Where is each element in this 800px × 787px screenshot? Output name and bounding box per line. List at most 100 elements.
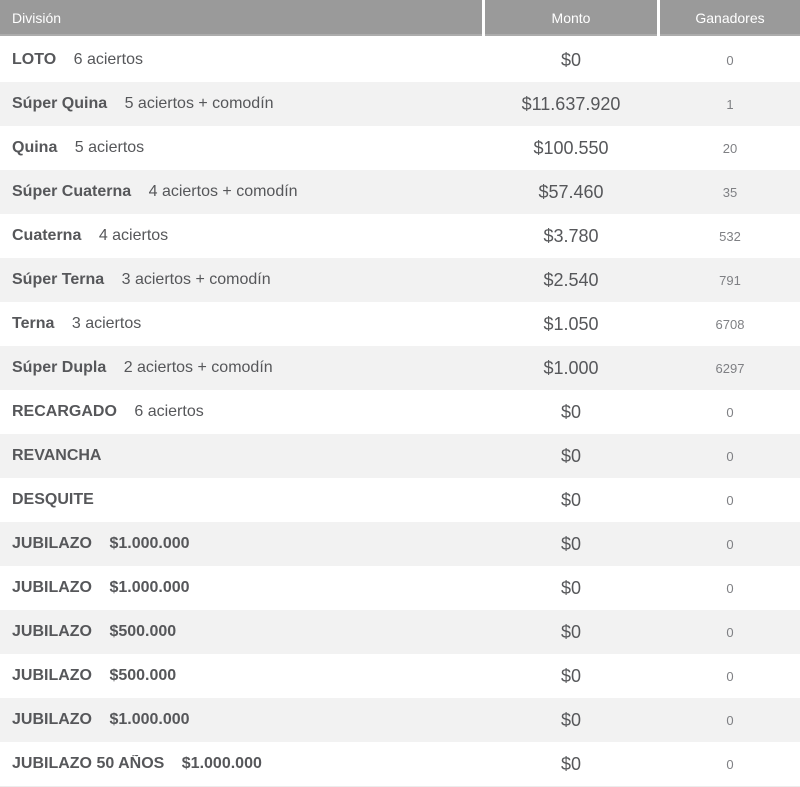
division-name: JUBILAZO — [12, 623, 92, 640]
division-cell: REVANCHA — [0, 447, 482, 465]
division-cell: Súper Quina 5 aciertos + comodín — [0, 95, 482, 113]
division-cell: JUBILAZO $1.000.000 — [0, 579, 482, 597]
division-cell: JUBILAZO $1.000.000 — [0, 535, 482, 553]
division-cell: Terna 3 aciertos — [0, 315, 482, 333]
division-detail: 4 aciertos + comodín — [148, 183, 298, 200]
division-detail: 6 aciertos — [73, 51, 143, 68]
monto-value: $11.637.920 — [521, 93, 621, 114]
ganadores-value: 0 — [726, 580, 734, 596]
monto-value: $1.000 — [543, 357, 599, 378]
ganadores-value: 0 — [726, 52, 734, 68]
monto-value: $0 — [560, 533, 582, 554]
division-name: JUBILAZO — [12, 535, 92, 552]
table-header: División Monto Ganadores — [0, 0, 800, 36]
ganadores-value: 0 — [726, 756, 734, 772]
division-name: JUBILAZO 50 AÑOS — [12, 755, 165, 772]
division-name: DESQUITE — [12, 491, 94, 508]
ganadores-value: 532 — [719, 228, 741, 244]
monto-value: $0 — [560, 665, 582, 686]
division-name: Cuaterna — [12, 227, 82, 244]
header-monto: Monto — [485, 0, 657, 36]
table-row: Súper Terna 3 aciertos + comodín $2.540 … — [0, 258, 800, 302]
table-row: Súper Cuaterna 4 aciertos + comodín $57.… — [0, 170, 800, 214]
division-name: Súper Dupla — [12, 359, 107, 376]
ganadores-value: 0 — [726, 668, 734, 684]
ganadores-value: 6297 — [715, 360, 745, 376]
division-cell: Quina 5 aciertos — [0, 139, 482, 157]
monto-value: $0 — [560, 709, 582, 730]
division-cell: DESQUITE — [0, 491, 482, 509]
division-detail: 4 aciertos — [98, 227, 169, 244]
division-name: Súper Cuaterna — [12, 183, 132, 200]
division-detail: 6 aciertos — [134, 403, 204, 420]
monto-value: $100.550 — [533, 137, 609, 158]
ganadores-value: 0 — [726, 404, 734, 420]
header-division: División — [0, 0, 482, 36]
division-cell: RECARGADO 6 aciertos — [0, 403, 482, 421]
ganadores-value: 20 — [722, 140, 738, 156]
division-cell: Súper Terna 3 aciertos + comodín — [0, 271, 482, 289]
division-detail: $1.000.000 — [109, 535, 190, 552]
division-detail: $1.000.000 — [109, 711, 190, 728]
monto-value: $3.780 — [543, 225, 599, 246]
division-name: JUBILAZO — [12, 667, 92, 684]
ganadores-value: 0 — [726, 448, 734, 464]
table-row: RECARGADO 6 aciertos $0 0 — [0, 390, 800, 434]
division-detail: 5 aciertos — [74, 139, 145, 156]
division-detail: $1.000.000 — [181, 755, 262, 772]
ganadores-value: 35 — [722, 184, 738, 200]
monto-value: $1.050 — [543, 313, 599, 334]
table-row: JUBILAZO $1.000.000 $0 0 — [0, 698, 800, 742]
header-division-label: División — [12, 10, 62, 26]
division-name: Súper Terna — [12, 271, 105, 288]
division-detail: 3 aciertos — [71, 315, 142, 332]
table-row: DESQUITE $0 0 — [0, 478, 800, 522]
ganadores-value: 0 — [726, 492, 734, 508]
division-detail: $500.000 — [109, 667, 177, 684]
monto-value: $0 — [560, 445, 582, 466]
division-cell: Súper Cuaterna 4 aciertos + comodín — [0, 183, 482, 201]
table-row: Terna 3 aciertos $1.050 6708 — [0, 302, 800, 346]
division-detail: $500.000 — [109, 623, 177, 640]
table-body: LOTO 6 aciertos $0 0 Súper Quina 5 acier… — [0, 38, 800, 787]
monto-value: $0 — [560, 621, 582, 642]
division-detail: $1.000.000 — [109, 579, 190, 596]
monto-value: $57.460 — [538, 181, 604, 202]
division-name: RECARGADO — [12, 403, 117, 420]
ganadores-value: 791 — [719, 272, 741, 288]
header-ganadores: Ganadores — [660, 0, 800, 36]
monto-value: $0 — [560, 49, 582, 70]
header-monto-label: Monto — [551, 10, 591, 26]
table-row: Súper Quina 5 aciertos + comodín $11.637… — [0, 82, 800, 126]
ganadores-value: 0 — [726, 712, 734, 728]
division-name: LOTO — [12, 51, 57, 68]
monto-value: $0 — [560, 401, 582, 422]
table-row: JUBILAZO 50 AÑOS $1.000.000 $0 0 — [0, 742, 800, 786]
division-name: Súper Quina — [12, 95, 108, 112]
division-name: REVANCHA — [12, 447, 102, 464]
division-detail: 3 aciertos + comodín — [121, 271, 271, 288]
header-ganadores-label: Ganadores — [695, 10, 765, 26]
ganadores-value: 0 — [726, 536, 734, 552]
division-cell: LOTO 6 aciertos — [0, 51, 482, 69]
monto-value: $0 — [560, 489, 582, 510]
table-row: REVANCHA $0 0 — [0, 434, 800, 478]
division-name: JUBILAZO — [12, 579, 92, 596]
division-name: Quina — [12, 139, 58, 156]
ganadores-value: 6708 — [715, 316, 745, 332]
division-cell: JUBILAZO $500.000 — [0, 667, 482, 685]
table-row: JUBILAZO $500.000 $0 0 — [0, 654, 800, 698]
ganadores-value: 1 — [726, 96, 734, 112]
division-detail: 5 aciertos + comodín — [124, 95, 274, 112]
table-row: JUBILAZO $1.000.000 $0 0 — [0, 522, 800, 566]
table-row: JUBILAZO $1.000.000 $0 0 — [0, 566, 800, 610]
division-cell: Súper Dupla 2 aciertos + comodín — [0, 359, 482, 377]
division-cell: JUBILAZO 50 AÑOS $1.000.000 — [0, 755, 482, 773]
monto-value: $2.540 — [543, 269, 599, 290]
table-row: Súper Dupla 2 aciertos + comodín $1.000 … — [0, 346, 800, 390]
table-row: LOTO 6 aciertos $0 0 — [0, 38, 800, 82]
division-cell: JUBILAZO $500.000 — [0, 623, 482, 641]
monto-value: $0 — [560, 577, 582, 598]
division-cell: JUBILAZO $1.000.000 — [0, 711, 482, 729]
